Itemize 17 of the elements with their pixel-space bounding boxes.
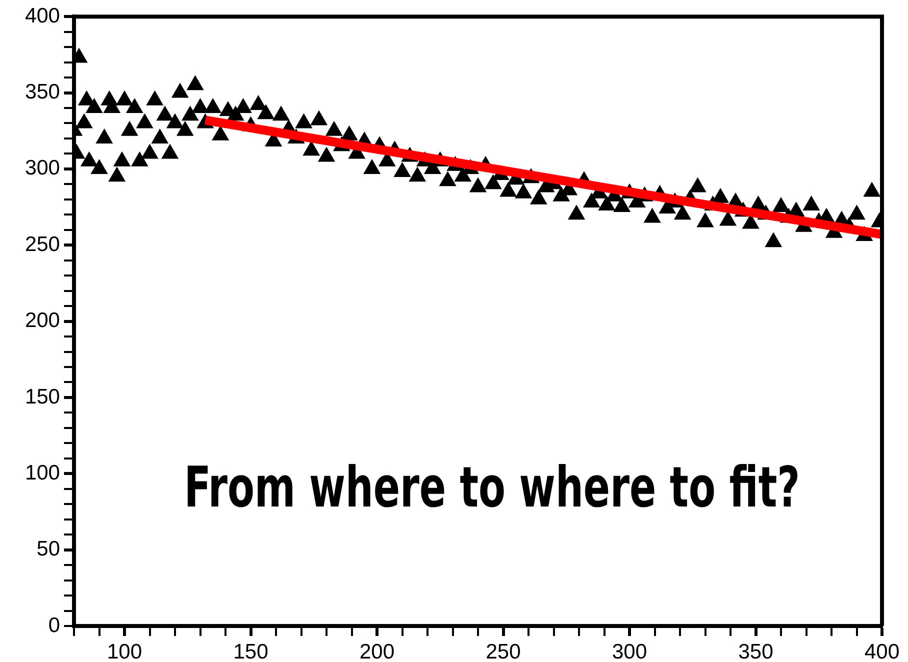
x-tick-label: 400	[864, 640, 900, 662]
y-tick-label: 50	[36, 538, 60, 561]
y-tick-label: 200	[24, 309, 60, 332]
x-tick-label: 250	[486, 640, 521, 662]
x-tick-label: 150	[233, 640, 268, 662]
x-tick-label: 350	[738, 640, 774, 662]
y-tick-label: 100	[24, 461, 60, 484]
y-tick-label: 300	[24, 156, 60, 180]
y-tick-label: 350	[24, 80, 60, 104]
x-tick-label: 100	[106, 640, 142, 662]
x-tick-label: 300	[612, 640, 648, 662]
y-tick-label: 400	[24, 4, 60, 28]
x-tick-label: 200	[359, 640, 395, 662]
y-tick-label: 150	[24, 385, 60, 408]
annotation: From where to where to fit?	[184, 454, 800, 520]
y-tick-label: 0	[48, 614, 60, 637]
y-tick-label: 250	[24, 232, 60, 256]
